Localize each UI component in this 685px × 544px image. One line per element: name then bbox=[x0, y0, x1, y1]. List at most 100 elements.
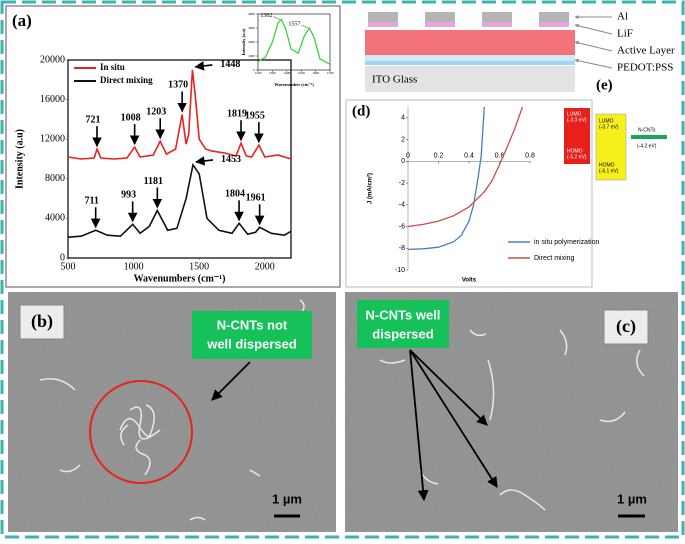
series-line bbox=[67, 162, 292, 238]
y-tick-label: 20000 bbox=[40, 54, 65, 65]
x-tick-label: 0.4 bbox=[464, 153, 474, 160]
series-line bbox=[407, 106, 524, 228]
level-label: LUMO bbox=[599, 118, 614, 124]
y-axis-label: Intensity (a.u) bbox=[14, 129, 25, 189]
y-tick-label: -10 bbox=[395, 267, 405, 274]
cnt-level-label: (-4.2 eV) bbox=[637, 143, 657, 149]
level-label: HOMO bbox=[567, 148, 583, 154]
peak-label: 1448 bbox=[220, 59, 240, 70]
legend-label: In situ bbox=[100, 62, 125, 72]
substrate-label: ITO Glass bbox=[372, 74, 417, 86]
legend-label: Direct mixing bbox=[100, 75, 153, 85]
series-line bbox=[67, 69, 292, 160]
layer-label: LiF bbox=[617, 28, 633, 40]
legend-label: Direct mixing bbox=[534, 255, 575, 262]
level-label: (-6.1 eV) bbox=[599, 168, 619, 174]
y-tick-label: 12000 bbox=[40, 133, 65, 144]
layer-label: Active Layer bbox=[617, 45, 675, 57]
legend-label: in situ polymerization bbox=[534, 239, 599, 246]
series-line bbox=[407, 106, 485, 251]
y-tick-label: 4000 bbox=[45, 213, 65, 224]
callout-text: well dispersed bbox=[206, 336, 297, 351]
level-label: (-3.7 eV) bbox=[599, 124, 619, 130]
x-tick-label: 1200 bbox=[255, 71, 262, 75]
y-tick-label: 8000 bbox=[45, 173, 65, 184]
y-tick-label: -2 bbox=[399, 180, 405, 187]
y-tick-label: 2000 bbox=[248, 40, 255, 44]
donor-box bbox=[564, 108, 590, 164]
y-tick-label: 16000 bbox=[40, 94, 65, 105]
panel-label: (b) bbox=[31, 311, 53, 332]
device-stack bbox=[365, 12, 613, 92]
panel-a-frame bbox=[5, 5, 341, 288]
acceptor-box bbox=[595, 113, 627, 181]
layer-label: PEDOT:PSS bbox=[617, 62, 673, 74]
level-label: HOMO bbox=[599, 162, 615, 168]
peak-label: 1181 bbox=[144, 176, 163, 187]
x-tick-label: 0.6 bbox=[495, 153, 505, 160]
peak-label: 1203 bbox=[146, 106, 166, 117]
cnt-level bbox=[631, 135, 667, 139]
y-tick-label: 4000 bbox=[248, 12, 255, 16]
y-tick-label: 1000 bbox=[248, 54, 255, 58]
scale-bar-label: 1 µm bbox=[617, 491, 647, 506]
peak-label: 721 bbox=[85, 114, 100, 125]
panel-label: (a) bbox=[12, 11, 32, 30]
y-tick-label: 0 bbox=[253, 68, 255, 72]
y-tick-label: -8 bbox=[399, 245, 405, 252]
peak-label: 1362 bbox=[260, 13, 272, 19]
x-tick-label: 500 bbox=[61, 261, 76, 272]
x-tick-label: 1300 bbox=[269, 71, 276, 75]
y-axis-label: Intensity (a.u) bbox=[241, 28, 246, 56]
y-tick-label: -6 bbox=[399, 223, 405, 230]
peak-label: 1370 bbox=[168, 80, 188, 91]
level-label: LUMO bbox=[567, 111, 582, 117]
peak-label: 1804 bbox=[225, 189, 245, 200]
x-tick-label: 0.8 bbox=[525, 153, 535, 160]
peak-label: 993 bbox=[121, 190, 136, 201]
sem-image-b bbox=[8, 292, 336, 532]
peak-label: 1453 bbox=[221, 154, 241, 165]
peak-arrow bbox=[195, 156, 214, 166]
x-axis-label: Wavenumber (cm⁻¹) bbox=[274, 82, 314, 87]
x-tick-label: 1000 bbox=[124, 261, 144, 272]
callout-text: dispersed bbox=[372, 326, 433, 341]
y-tick-label: 4 bbox=[401, 115, 405, 122]
level-label: (-5.2 eV) bbox=[567, 154, 587, 160]
cnt-label: N-CNTs bbox=[638, 127, 656, 133]
panel-label: (c) bbox=[616, 316, 636, 337]
peak-label: 1961 bbox=[246, 193, 266, 204]
y-tick-label: 0 bbox=[60, 252, 65, 263]
peak-arrow bbox=[301, 24, 309, 29]
x-tick-label: 1500 bbox=[189, 261, 209, 272]
panel-label: (e) bbox=[596, 77, 613, 93]
y-tick-label: 3000 bbox=[248, 26, 255, 30]
y-tick-label: 0 bbox=[401, 158, 405, 165]
peak-label: 1819 bbox=[227, 108, 247, 119]
panel-label: (d) bbox=[352, 103, 370, 119]
peak-arrow bbox=[273, 16, 281, 20]
x-tick-label: 1600 bbox=[312, 71, 319, 75]
peak-label: 711 bbox=[84, 196, 98, 207]
x-axis-label: Volts bbox=[462, 278, 477, 284]
layer-label: Al bbox=[617, 11, 628, 23]
level-label: (-3.3 eV) bbox=[567, 117, 587, 123]
peak-label: 1008 bbox=[121, 112, 141, 123]
sem-image-c bbox=[345, 292, 678, 532]
y-tick-label: -4 bbox=[399, 202, 405, 209]
x-tick-label: 0.2 bbox=[434, 153, 444, 160]
y-axis-label: J (mA/cm²) bbox=[367, 173, 374, 204]
x-tick-label: 2000 bbox=[255, 261, 275, 272]
x-axis-label: Wavenumbers (cm⁻¹) bbox=[134, 273, 226, 284]
callout-text: N-CNTs not bbox=[217, 317, 288, 332]
x-tick-label: 0 bbox=[406, 153, 410, 160]
y-tick-label: 2 bbox=[401, 136, 405, 143]
peak-arrow bbox=[194, 61, 213, 71]
x-tick-label: 1400 bbox=[283, 71, 290, 75]
peak-label: 1557 bbox=[288, 21, 300, 27]
x-tick-label: 1700 bbox=[327, 71, 334, 75]
panel-d-frame bbox=[345, 99, 593, 288]
series-line bbox=[257, 18, 331, 65]
